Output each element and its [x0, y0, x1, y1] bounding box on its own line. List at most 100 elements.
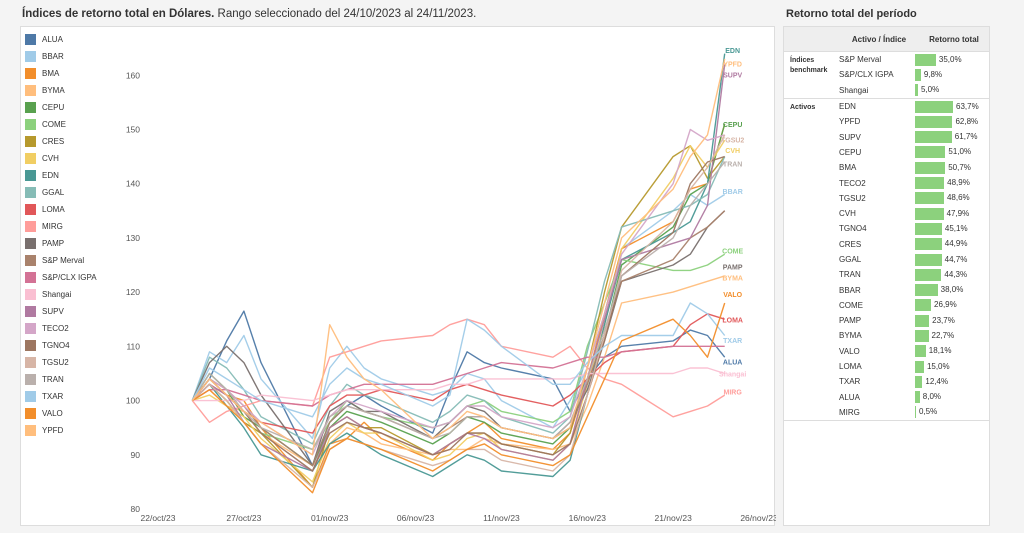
legend-label: Shangai: [42, 290, 72, 299]
legend-item[interactable]: TRAN: [25, 371, 103, 388]
legend-label: TGSU2: [42, 358, 69, 367]
return-bar: [915, 329, 929, 342]
table-row[interactable]: Shangai 5,0%: [784, 83, 989, 98]
return-pct: 50,7%: [948, 162, 971, 172]
legend-item[interactable]: TECO2: [25, 320, 103, 337]
return-bar: [915, 53, 936, 66]
table-row[interactable]: TECO2 48,9%: [784, 175, 989, 190]
legend-item[interactable]: COME: [25, 116, 103, 133]
return-bar: [915, 115, 953, 128]
legend-swatch: [25, 187, 36, 198]
return-bar: [915, 299, 932, 312]
legend-item[interactable]: TGSU2: [25, 354, 103, 371]
series-end-label: CEPU: [723, 122, 742, 129]
legend-swatch: [25, 374, 36, 385]
legend-item[interactable]: GGAL: [25, 184, 103, 201]
row-name: BBAR: [839, 285, 861, 295]
table-row[interactable]: TRAN 44,3%: [784, 267, 989, 282]
series-end-label: CVH: [725, 148, 740, 155]
chart-title-bold: Índices de retorno total en Dólares.: [22, 8, 215, 20]
series-end-label: SUPV: [723, 72, 742, 79]
legend-item[interactable]: CVH: [25, 150, 103, 167]
legend-item[interactable]: VALO: [25, 405, 103, 422]
return-bar: [915, 345, 926, 358]
return-bar: [915, 314, 930, 327]
legend-label: EDN: [42, 171, 59, 180]
legend-item[interactable]: BYMA: [25, 82, 103, 99]
table-row[interactable]: MIRG 0,5%: [784, 405, 989, 420]
return-bar: [915, 84, 918, 97]
row-name: S&P/CLX IGPA: [839, 70, 894, 80]
row-name: BMA: [839, 163, 857, 173]
x-tick-label: 27/oct/23: [226, 513, 261, 523]
table-row[interactable]: CRES 44,9%: [784, 237, 989, 252]
legend-item[interactable]: MIRG: [25, 218, 103, 235]
legend-item[interactable]: ALUA: [25, 31, 103, 48]
legend-item[interactable]: CRES: [25, 133, 103, 150]
series-line-valo: [191, 302, 726, 494]
table-row[interactable]: BBAR 38,0%: [784, 282, 989, 297]
table-row[interactable]: GGAL 44,7%: [784, 252, 989, 267]
legend-item[interactable]: CEPU: [25, 99, 103, 116]
return-pct: 8,0%: [922, 392, 941, 402]
table-row[interactable]: CEPU 51,0%: [784, 145, 989, 160]
legend-swatch: [25, 323, 36, 334]
table-row[interactable]: PAMP 23,7%: [784, 313, 989, 328]
table-row[interactable]: TXAR 12,4%: [784, 374, 989, 389]
legend-swatch: [25, 272, 36, 283]
legend-item[interactable]: BMA: [25, 65, 103, 82]
table-row[interactable]: COME 26,9%: [784, 298, 989, 313]
table-row[interactable]: BYMA 22,7%: [784, 328, 989, 343]
table-row[interactable]: TGSU2 48,6%: [784, 191, 989, 206]
legend-item[interactable]: LOMA: [25, 201, 103, 218]
row-name: LOMA: [839, 362, 862, 372]
legend-swatch: [25, 425, 36, 436]
y-tick-label: 90: [131, 450, 141, 460]
row-name: SUPV: [839, 132, 861, 142]
row-name: TGSU2: [839, 193, 866, 203]
return-bar: [915, 146, 946, 159]
table-row[interactable]: VALO 18,1%: [784, 344, 989, 359]
legend-item[interactable]: S&P/CLX IGPA: [25, 269, 103, 286]
table-row[interactable]: LOMA 15,0%: [784, 359, 989, 374]
row-value-cell: 50,7%: [915, 161, 985, 174]
table-row[interactable]: SUPV 61,7%: [784, 129, 989, 144]
table-row[interactable]: BMA 50,7%: [784, 160, 989, 175]
table-row[interactable]: YPFD 62,8%: [784, 114, 989, 129]
return-pct: 35,0%: [938, 54, 962, 64]
legend-item[interactable]: S&P Merval: [25, 252, 103, 269]
legend-item[interactable]: YPFD: [25, 422, 103, 439]
table-row[interactable]: S&P Merval 35,0%: [784, 52, 989, 67]
row-value-cell: 0,5%: [915, 406, 985, 419]
row-name: CVH: [839, 209, 856, 219]
legend-item[interactable]: BBAR: [25, 48, 103, 65]
row-value-cell: 9,8%: [915, 68, 985, 81]
legend-item[interactable]: TGNO4: [25, 337, 103, 354]
legend-swatch: [25, 153, 36, 164]
x-tick-label: 11/nov/23: [483, 513, 520, 523]
legend-item[interactable]: TXAR: [25, 388, 103, 405]
series-end-label: YPFD: [723, 61, 742, 68]
table-row[interactable]: S&P/CLX IGPA 9,8%: [784, 67, 989, 82]
legend-item[interactable]: Shangai: [25, 286, 103, 303]
legend-item[interactable]: PAMP: [25, 235, 103, 252]
table-row[interactable]: TGNO4 45,1%: [784, 221, 989, 236]
row-name: S&P Merval: [839, 55, 882, 65]
return-pct: 26,9%: [934, 300, 957, 310]
x-tick-label: 22/oct/23: [141, 513, 176, 523]
y-tick-label: 140: [126, 179, 140, 189]
return-pct: 51,0%: [948, 147, 972, 157]
table-row[interactable]: ALUA 8,0%: [784, 390, 989, 405]
y-tick-label: 150: [126, 124, 140, 134]
table-row[interactable]: CVH 47,9%: [784, 206, 989, 221]
legend-item[interactable]: SUPV: [25, 303, 103, 320]
row-name: TXAR: [839, 377, 861, 387]
row-name: BYMA: [839, 331, 862, 341]
return-pct: 23,7%: [932, 315, 955, 325]
table-row[interactable]: EDN 63,7%: [784, 99, 989, 114]
legend-item[interactable]: EDN: [25, 167, 103, 184]
series-line-teco2: [191, 128, 725, 456]
x-tick-label: 26/nov/23: [740, 513, 776, 523]
table-group-label: Activos: [790, 103, 816, 111]
return-bar: [915, 284, 938, 297]
